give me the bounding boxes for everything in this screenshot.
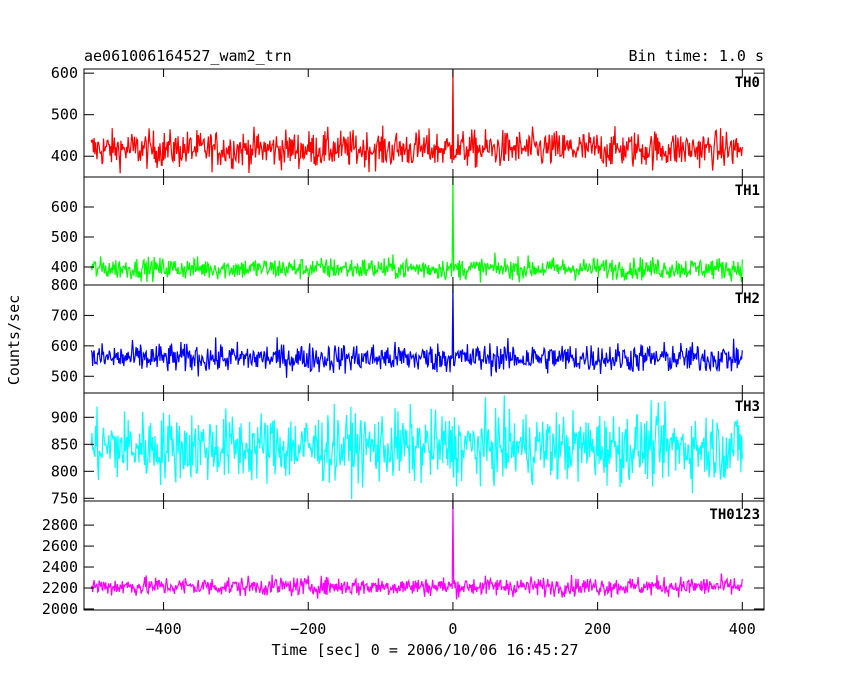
bin-time-label: Bin time: 1.0 s xyxy=(629,47,764,65)
y-tick-label: 500 xyxy=(51,367,78,385)
series-line-th3 xyxy=(90,395,743,500)
x-axis: −400 −200 0 200 400 xyxy=(146,620,756,638)
chart-title: ae061006164527_wam2_trn xyxy=(84,47,292,65)
series-line-th0 xyxy=(90,69,743,174)
y-tick-label: 700 xyxy=(51,306,78,324)
y-tick-label: 2800 xyxy=(42,516,78,534)
panel-th0: 400 500 600 TH0 xyxy=(51,64,765,178)
y-tick-label: 2400 xyxy=(42,558,78,576)
x-tick-label: −200 xyxy=(290,620,326,638)
y-tick-label: 500 xyxy=(51,106,78,124)
x-tick-label: 200 xyxy=(584,620,611,638)
y-axis-label: Counts/sec xyxy=(5,295,23,385)
panel-th0123: 2000 2200 2400 2600 2800 TH0123 xyxy=(42,500,765,618)
y-tick-label: 800 xyxy=(51,276,78,294)
panel-frame xyxy=(83,500,765,611)
panel-th3: 750 800 850 900 TH3 xyxy=(51,392,765,507)
panel-label-th3: TH3 xyxy=(735,399,760,415)
y-tick-label: 800 xyxy=(51,462,78,480)
panels: 400 500 600 TH0 400 500 600 TH1 500 600 700 800 TH2 7… xyxy=(42,64,765,618)
y-tick-label: 850 xyxy=(51,435,78,453)
y-tick-label: 750 xyxy=(51,489,78,507)
x-axis-label: Time [sec] 0 = 2006/10/06 16:45:27 xyxy=(271,641,578,659)
y-tick-label: 400 xyxy=(51,258,78,276)
y-tick-label: 600 xyxy=(51,198,78,216)
series-line-th2 xyxy=(90,285,743,378)
panel-th2: 500 600 700 800 TH2 xyxy=(51,276,765,394)
y-tick-label: 400 xyxy=(51,147,78,165)
panel-th1: 400 500 600 TH1 xyxy=(51,176,765,286)
series-line-th1 xyxy=(90,177,743,283)
x-tick-label: −400 xyxy=(146,620,182,638)
y-tick-label: 500 xyxy=(51,228,78,246)
panel-label-th2: TH2 xyxy=(735,291,760,307)
panel-label-th0: TH0 xyxy=(735,75,760,91)
x-tick-label: 400 xyxy=(729,620,756,638)
y-tick-label: 600 xyxy=(51,64,78,82)
y-tick-label: 2000 xyxy=(42,600,78,618)
panel-frame xyxy=(83,284,765,394)
panel-label-th0123: TH0123 xyxy=(709,507,760,523)
y-tick-label: 2200 xyxy=(42,579,78,597)
y-tick-label: 2600 xyxy=(42,537,78,555)
y-tick-label: 900 xyxy=(51,408,78,426)
panel-label-th1: TH1 xyxy=(735,183,760,199)
series-line-th0123 xyxy=(90,501,743,600)
y-tick-label: 600 xyxy=(51,337,78,355)
x-tick-label: 0 xyxy=(448,620,457,638)
